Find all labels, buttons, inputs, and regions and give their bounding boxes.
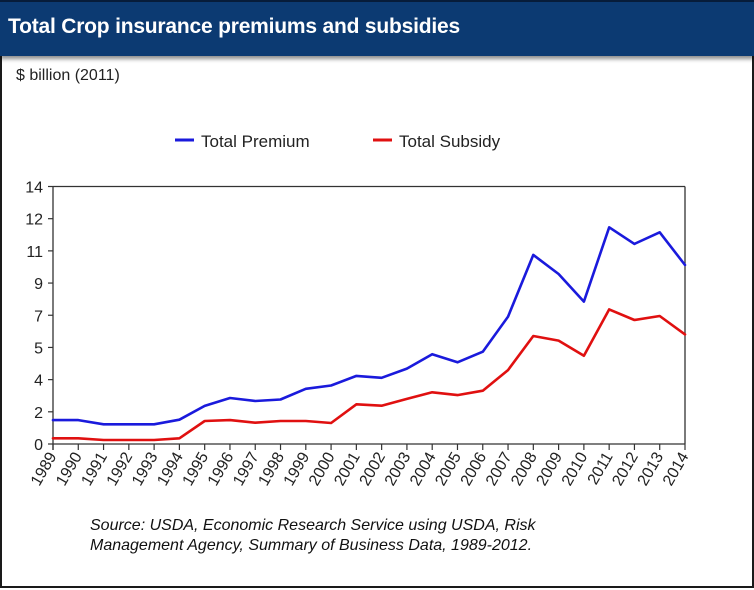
x-tick-label: 2013 [635,449,668,488]
x-tick-label: 2010 [559,449,592,488]
x-tick-label: 2003 [382,449,415,488]
chart-title: Total Crop insurance premiums and subsid… [8,15,460,38]
y-tick-label: 11 [26,244,43,261]
y-tick-label: 9 [34,276,43,293]
series-line-total-premium [51,226,687,426]
header-bar: Total Crop insurance premiums and subsid… [0,0,754,56]
x-tick-label: 2002 [357,449,390,488]
x-tick-label: 1991 [79,449,112,488]
x-tick-label: 2012 [609,449,642,488]
x-tick-label: 1994 [154,449,187,488]
y-tick-label: 2 [34,405,43,422]
source-line-1: Source: USDA, Economic Research Service … [90,517,536,534]
x-tick-label: 1999 [281,449,314,488]
x-tick-label: 1995 [180,449,213,488]
unit-label: $ billion (2011) [16,67,120,84]
x-tick-label: 1998 [255,449,288,488]
x-tick-label: 1993 [129,449,162,488]
y-tick-label: 12 [25,212,43,229]
y-tick-label: 4 [34,373,43,390]
x-tick-label: 1992 [104,449,137,488]
source-note: Source: USDA, Economic Research Service … [90,516,536,556]
x-tick-label: 2009 [534,449,567,488]
x-tick-label: 2007 [483,449,516,488]
axes: 0 2 4 5 7 9 11 12 14 1989199019911992199319941995… [25,180,692,489]
legend: Total Premium Total Subsidy [175,132,501,151]
x-tick-label: 2001 [331,449,364,488]
x-tick-label: 2008 [508,449,541,488]
y-tick-label: 7 [34,308,43,325]
x-tick-label: 2004 [407,449,440,488]
x-tick-label: 1990 [53,449,86,488]
series-group [51,226,687,442]
x-tick-label: 1989 [28,449,61,488]
y-tick-label: 14 [25,180,43,197]
x-tick-label: 1997 [230,449,263,488]
x-tick-label: 1996 [205,449,238,488]
x-tick-label: 2000 [306,449,339,488]
legend-label-total-subsidy: Total Subsidy [399,132,501,151]
x-tick-label: 2014 [660,449,693,488]
y-tick-label: 0 [34,437,43,454]
x-tick-label: 2006 [458,449,491,488]
x-tick-label: 2005 [432,449,465,488]
series-line-total-subsidy [51,308,687,442]
legend-label-total-premium: Total Premium [201,132,310,151]
y-tick-label: 5 [34,340,43,357]
source-line-2: Management Agency, Summary of Business D… [90,537,533,554]
line-chart: Total Premium Total Subsidy 0 2 4 5 7 9 11 12 14 1… [25,132,692,489]
